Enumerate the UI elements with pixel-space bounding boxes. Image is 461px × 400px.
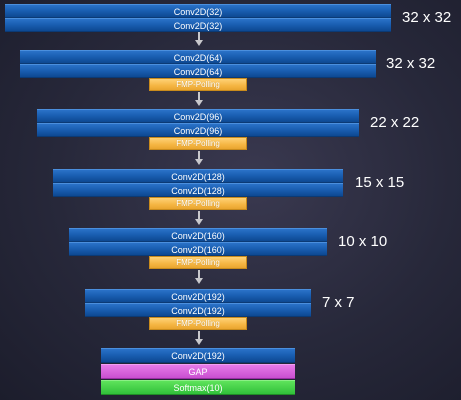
stage5-conv-a: Conv2D(160): [69, 228, 327, 242]
arrow-down-icon: [195, 270, 203, 284]
stage5-fmp-pooling: FMP-Polling: [149, 256, 247, 269]
arrow-down-icon: [195, 32, 203, 46]
stage5-size-label: 10 x 10: [338, 233, 388, 250]
stage3-fmp-pooling: FMP-Polling: [149, 137, 247, 150]
stage6-size-label: 7 x 7: [322, 294, 355, 311]
head-gap: GAP: [101, 364, 295, 379]
stage4-conv-b: Conv2D(128): [53, 183, 343, 197]
stage6-conv-b: Conv2D(192): [85, 303, 311, 317]
stage2-size-label: 32 x 32: [386, 55, 436, 72]
stage3-conv-b: Conv2D(96): [37, 123, 359, 137]
stage6-conv-a: Conv2D(192): [85, 289, 311, 303]
stage2-conv-b: Conv2D(64): [20, 64, 376, 78]
stage5-conv-b: Conv2D(160): [69, 242, 327, 256]
stage6-fmp-pooling: FMP-Polling: [149, 317, 247, 330]
stage1-conv-a: Conv2D(32): [5, 4, 391, 18]
stage1-size-label: 32 x 32: [402, 9, 452, 26]
stage4-size-label: 15 x 15: [355, 174, 405, 191]
stage1-conv-b: Conv2D(32): [5, 18, 391, 32]
stage4-conv-a: Conv2D(128): [53, 169, 343, 183]
arrow-down-icon: [195, 211, 203, 225]
head-softmax: Softmax(10): [101, 380, 295, 395]
arrow-down-icon: [195, 151, 203, 165]
stage2-conv-a: Conv2D(64): [20, 50, 376, 64]
stage4-fmp-pooling: FMP-Polling: [149, 197, 247, 210]
stage2-fmp-pooling: FMP-Polling: [149, 78, 247, 91]
stage3-conv-a: Conv2D(96): [37, 109, 359, 123]
head-conv: Conv2D(192): [101, 348, 295, 363]
arrow-down-icon: [195, 92, 203, 106]
arrow-down-icon: [195, 331, 203, 345]
stage3-size-label: 22 x 22: [370, 114, 420, 131]
